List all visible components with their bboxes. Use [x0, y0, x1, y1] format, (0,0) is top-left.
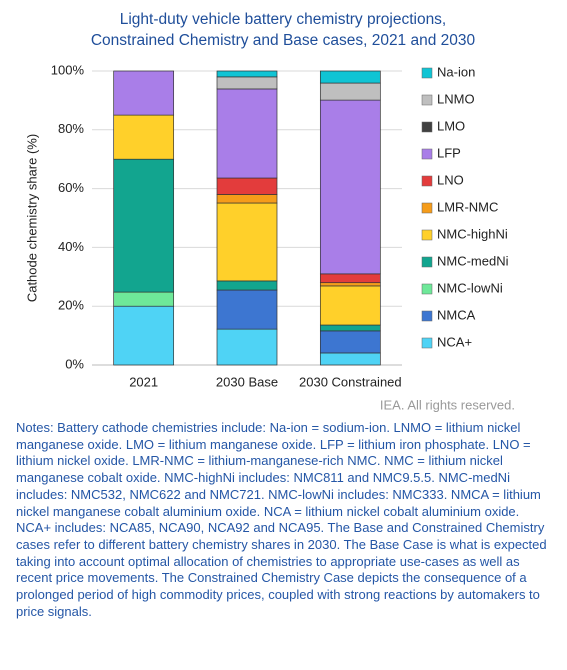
bar-segment: [319, 70, 381, 84]
legend-swatch: [421, 202, 433, 214]
bar-segment: [216, 194, 278, 204]
y-axis-label: Cathode chemistry share (%): [24, 134, 39, 302]
bar-segment: [216, 177, 278, 195]
legend-swatch: [421, 229, 433, 241]
chart: Light-duty vehicle battery chemistry pro…: [24, 11, 515, 412]
bar-segment: [216, 70, 278, 78]
bar-segment: [216, 289, 278, 330]
x-tick-label: 2021: [129, 374, 158, 389]
y-tick-label: 40%: [58, 239, 84, 254]
bar-segment: [319, 330, 381, 354]
legend-swatch: [421, 121, 433, 133]
bar-segment: [216, 328, 278, 366]
bar-segment: [319, 324, 381, 332]
bar-segment: [319, 285, 381, 326]
legend-swatch: [421, 283, 433, 295]
notes: Notes: Battery cathode chemistries inclu…: [16, 420, 547, 619]
legend-label: LMO: [437, 118, 465, 133]
legend-label: NCA+: [437, 334, 472, 349]
bar-segment: [113, 291, 175, 307]
legend-label: NMC-lowNi: [437, 280, 503, 295]
y-tick-label: 100%: [51, 62, 85, 77]
bar-segment: [113, 305, 175, 366]
bar-segment: [319, 352, 381, 366]
legend-swatch: [421, 67, 433, 79]
bar-segment: [216, 280, 278, 291]
bar-segment: [216, 76, 278, 90]
legend-swatch: [421, 94, 433, 106]
y-tick-label: 60%: [58, 180, 84, 195]
x-tick-label: 2030 Base: [216, 374, 278, 389]
bar-segment: [113, 114, 175, 160]
legend-swatch: [421, 337, 433, 349]
x-tick-label: 2030 Constrained: [299, 374, 402, 389]
y-tick-label: 0%: [65, 356, 84, 371]
legend-label: LMR-NMC: [437, 199, 498, 214]
source: IEA. All rights reserved.: [380, 397, 515, 412]
y-tick-label: 80%: [58, 121, 84, 136]
legend-label: LNMO: [437, 91, 475, 106]
bar-segment: [216, 202, 278, 282]
legend-label: NMC-highNi: [437, 226, 508, 241]
legend-label: Na-ion: [437, 64, 475, 79]
legend-swatch: [421, 310, 433, 322]
bar-segment: [113, 70, 175, 116]
bar-segment: [319, 99, 381, 275]
legend-label: NMC-medNi: [437, 253, 509, 268]
bar-segment: [319, 82, 381, 101]
bar-segment: [113, 158, 175, 293]
legend-label: NMCA: [437, 307, 476, 322]
chart-title: Constrained Chemistry and Base cases, 20…: [91, 32, 476, 49]
legend-swatch: [421, 256, 433, 268]
legend-label: LFP: [437, 145, 461, 160]
legend-swatch: [421, 175, 433, 187]
bar-segment: [319, 273, 381, 284]
bar-segment: [319, 282, 381, 287]
chart-title: Light-duty vehicle battery chemistry pro…: [120, 11, 447, 28]
legend-label: LNO: [437, 172, 464, 187]
legend-swatch: [421, 148, 433, 160]
bar-segment: [216, 88, 278, 179]
y-tick-label: 20%: [58, 298, 84, 313]
